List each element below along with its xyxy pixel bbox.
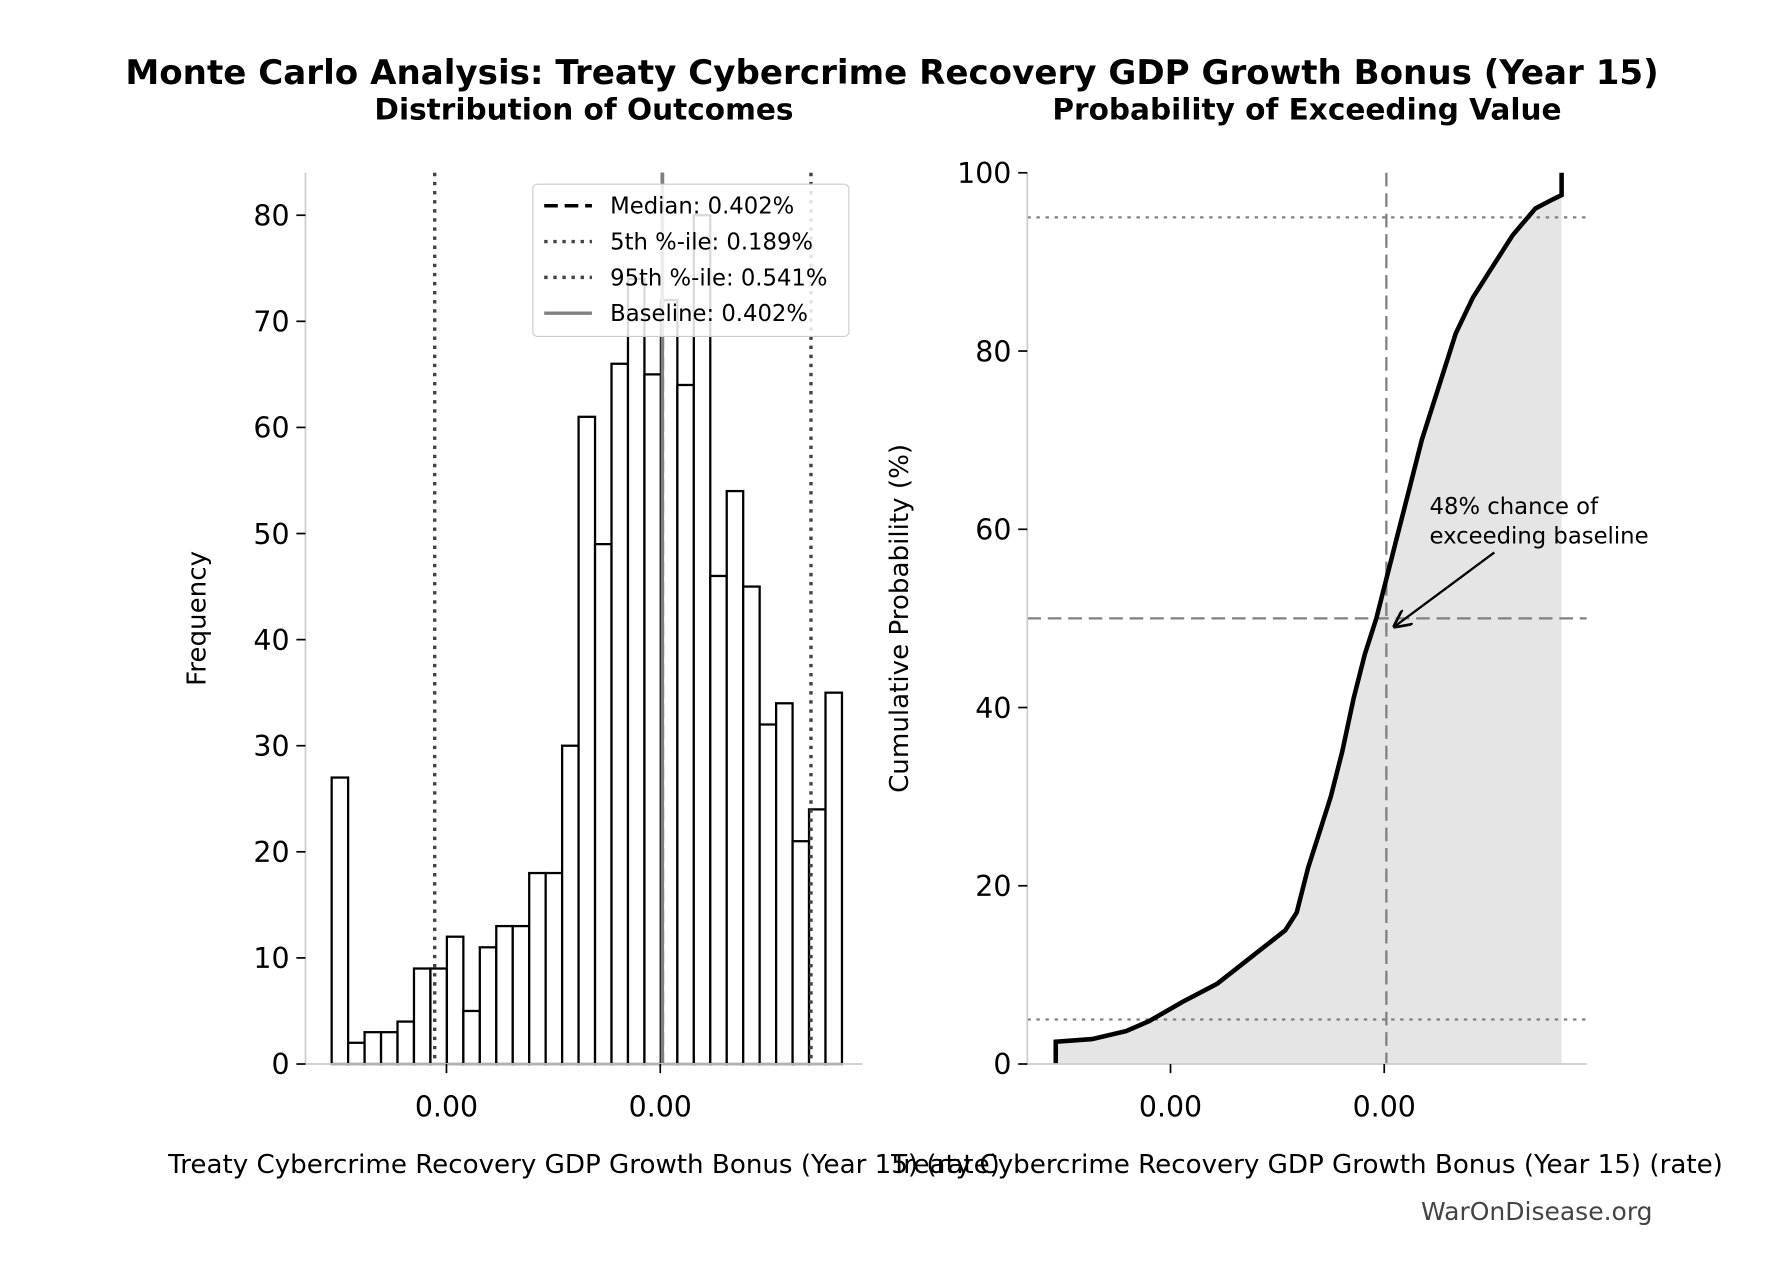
- annotation-arrow: [1393, 551, 1496, 627]
- histogram-bar: [346, 1041, 366, 1066]
- annotation-text: exceeding baseline: [1430, 523, 1649, 549]
- histogram-bar: [725, 489, 745, 1066]
- legend-box: [532, 183, 850, 338]
- legend-label: 95th %-ile: 0.541%: [610, 265, 827, 291]
- y-tick-label: 60: [253, 412, 289, 445]
- y-axis-label: Cumulative Probability (%): [885, 444, 915, 793]
- histogram-bar: [544, 871, 564, 1066]
- y-tick-label: 80: [253, 199, 289, 232]
- subplot-title: Distribution of Outcomes: [374, 92, 793, 126]
- histogram-bar: [643, 373, 663, 1066]
- histogram-bar: [758, 723, 778, 1066]
- y-tick-label: 70: [253, 306, 289, 339]
- histogram-bar: [396, 1020, 416, 1066]
- histogram-bar: [593, 542, 613, 1066]
- legend-label: Baseline: 0.402%: [610, 301, 808, 327]
- y-tick-label: 60: [975, 514, 1011, 547]
- histogram-bar: [363, 1031, 383, 1066]
- cdf-line: [1053, 172, 1564, 1065]
- histogram-bar: [610, 362, 630, 1066]
- y-tick-label: 30: [253, 730, 289, 763]
- legend-label: Median: 0.402%: [610, 194, 794, 220]
- histogram-bar: [511, 924, 531, 1066]
- histogram-bar: [445, 935, 465, 1066]
- y-tick-label: 20: [253, 836, 289, 869]
- histogram-bar: [560, 744, 580, 1066]
- y-tick-label: 10: [253, 942, 289, 975]
- histogram-bar: [626, 277, 646, 1066]
- y-tick-label: 40: [975, 692, 1011, 725]
- y-tick-label: 100: [957, 157, 1011, 190]
- histogram-bar: [676, 383, 695, 1066]
- legend-label: 5th %-ile: 0.189%: [610, 230, 813, 256]
- histogram-bar: [429, 967, 449, 1066]
- x-tick-label: 0.00: [1139, 1090, 1202, 1123]
- y-tick-label: 0: [993, 1048, 1011, 1081]
- histogram-bar: [709, 574, 728, 1066]
- annotation-text: 48% chance of: [1430, 494, 1600, 520]
- x-axis-label: Treaty Cybercrime Recovery GDP Growth Bo…: [890, 1150, 1723, 1180]
- y-tick-label: 40: [253, 624, 289, 657]
- histogram-bar: [742, 585, 761, 1066]
- x-tick-label: 0.00: [629, 1090, 692, 1123]
- watermark: WarOnDisease.org: [1421, 1197, 1653, 1226]
- histogram-bar: [495, 924, 514, 1066]
- figure-title: Monte Carlo Analysis: Treaty Cybercrime …: [125, 53, 1658, 93]
- histogram-bar: [774, 702, 794, 1066]
- y-tick-label: 0: [271, 1048, 289, 1081]
- histogram-bar: [824, 691, 844, 1066]
- histogram-bar: [330, 776, 350, 1066]
- subplot-title: Probability of Exceeding Value: [1052, 92, 1561, 126]
- area-fill: [1055, 172, 1562, 1065]
- x-tick-label: 0.00: [415, 1090, 478, 1123]
- histogram-bar: [462, 1009, 481, 1066]
- y-tick-label: 20: [975, 870, 1011, 903]
- y-tick-label: 50: [253, 518, 289, 551]
- x-tick-label: 0.00: [1353, 1090, 1416, 1123]
- y-axis-label: Frequency: [182, 551, 212, 686]
- histogram-bar: [528, 871, 547, 1066]
- x-axis-label: Treaty Cybercrime Recovery GDP Growth Bo…: [167, 1150, 1000, 1180]
- histogram-bar: [412, 967, 432, 1066]
- y-tick-label: 80: [975, 335, 1011, 368]
- histogram-bar: [478, 946, 498, 1066]
- histogram-bar: [379, 1031, 399, 1066]
- histogram-bar: [692, 214, 712, 1066]
- histogram-bar: [577, 415, 597, 1066]
- histogram-bar: [791, 840, 811, 1066]
